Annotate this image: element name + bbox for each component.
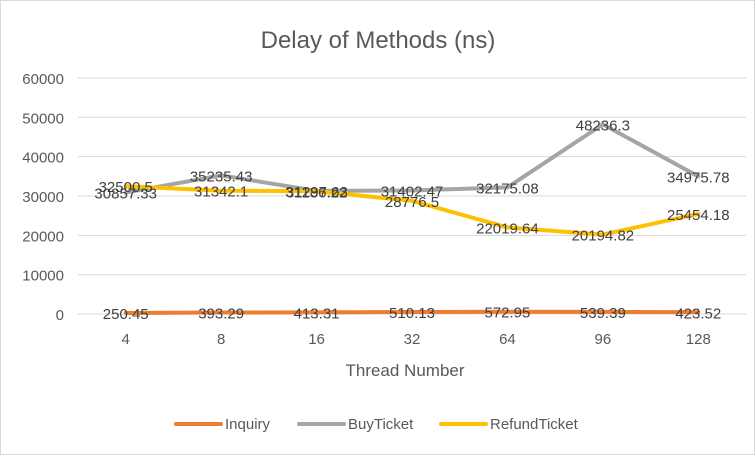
x-tick-label: 64 — [499, 331, 516, 348]
x-axis-title: Thread Number — [345, 361, 464, 380]
data-label: 34975.78 — [667, 169, 730, 186]
data-label: 20194.82 — [572, 228, 635, 245]
series-line-refundticket — [123, 184, 701, 237]
x-tick-label: 32 — [404, 331, 421, 348]
data-label: 510.13 — [389, 305, 435, 322]
y-tick-label: 60000 — [22, 71, 64, 88]
chart-title: Delay of Methods (ns) — [261, 27, 496, 54]
legend-label-buyticket: BuyTicket — [348, 416, 414, 433]
data-label: 250.45 — [103, 306, 149, 323]
x-tick-label: 128 — [686, 331, 711, 348]
data-labels: 250.45 393.29 413.31 510.13 572.95 539.39 423.… — [94, 117, 729, 323]
data-label: 22019.64 — [476, 220, 539, 237]
legend-label-refundticket: RefundTicket — [490, 416, 579, 433]
y-tick-label: 40000 — [22, 150, 64, 167]
y-tick-label: 30000 — [22, 189, 64, 206]
data-label: 31186.22 — [286, 184, 347, 201]
data-label: 28776.5 — [385, 194, 439, 211]
y-tick-label: 10000 — [22, 268, 64, 285]
series-line-buyticket — [123, 122, 701, 195]
data-label: 25454.18 — [667, 207, 730, 224]
data-label: 30857.33 — [94, 186, 157, 203]
data-label: 423.52 — [675, 305, 721, 322]
data-label: 539.39 — [580, 305, 626, 322]
x-tick-label: 96 — [595, 331, 612, 348]
data-label: 32175.08 — [476, 180, 539, 197]
x-axis-ticks: 4 8 16 32 64 96 128 — [122, 331, 711, 348]
x-tick-label: 8 — [217, 331, 225, 348]
legend-label-inquiry: Inquiry — [225, 416, 271, 433]
gridlines — [78, 77, 746, 315]
data-label: 31297.63 — [285, 184, 348, 201]
y-axis-ticks: 0 10000 20000 30000 40000 50000 60000 — [22, 71, 64, 324]
x-tick-label: 16 — [308, 331, 325, 348]
data-label: 31402.47 — [381, 183, 444, 200]
data-label: 48236.3 — [576, 117, 630, 134]
data-label: 413.31 — [294, 305, 340, 322]
data-label: 31342.1 — [194, 184, 248, 201]
data-label: 393.29 — [198, 305, 244, 322]
y-tick-label: 20000 — [22, 228, 64, 245]
series-lines — [123, 122, 701, 315]
data-label: 32500.5 — [99, 179, 153, 196]
data-label: 572.95 — [484, 305, 530, 322]
y-tick-label: 0 — [56, 307, 64, 324]
series-line-inquiry — [123, 309, 701, 315]
data-label: 35235.43 — [190, 168, 253, 185]
legend: Inquiry BuyTicket RefundTicket — [174, 416, 579, 433]
y-tick-label: 50000 — [22, 110, 64, 127]
x-tick-label: 4 — [122, 331, 130, 348]
